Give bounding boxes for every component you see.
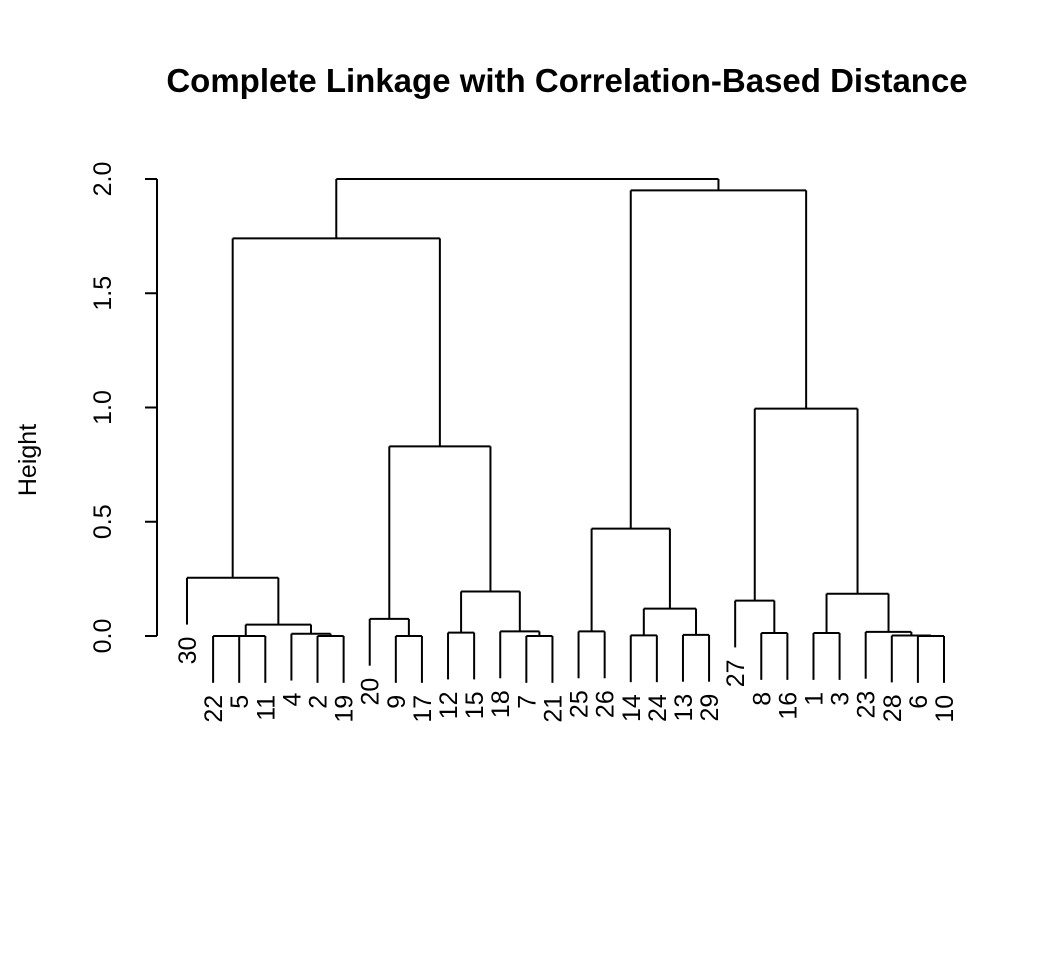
leaf-label: 27 xyxy=(722,659,750,687)
leaf-label: 5 xyxy=(226,695,254,709)
leaf-label: 12 xyxy=(435,691,463,719)
y-tick-label: 1.5 xyxy=(89,276,117,311)
leaf-label: 6 xyxy=(905,695,933,709)
leaf-label: 10 xyxy=(931,695,959,723)
y-axis: 0.0 0.5 1.0 1.5 2.0 xyxy=(89,162,158,654)
leaf-label: 15 xyxy=(461,691,489,719)
y-axis-label: Height xyxy=(14,424,42,496)
leaf-label: 24 xyxy=(644,694,672,722)
leaf-label: 11 xyxy=(252,695,280,721)
leaf-label: 3 xyxy=(827,692,855,706)
leaf-label: 20 xyxy=(357,678,385,706)
y-tick-label: 1.0 xyxy=(89,390,117,425)
leaf-label: 2 xyxy=(305,695,333,709)
leaf-label: 19 xyxy=(331,695,359,723)
y-tick-label: 0.5 xyxy=(89,504,117,539)
leaf-label: 4 xyxy=(278,692,306,706)
leaf-label: 30 xyxy=(174,637,202,665)
chart-title: Complete Linkage with Correlation-Based … xyxy=(166,62,967,99)
leaf-label: 29 xyxy=(696,694,724,722)
leaf-label: 14 xyxy=(618,694,646,722)
dendrogram-links xyxy=(186,178,945,683)
leaf-label: 23 xyxy=(853,691,881,719)
leaf-label: 1 xyxy=(800,692,828,706)
leaf-label: 21 xyxy=(539,695,567,723)
leaf-label: 25 xyxy=(566,690,594,718)
leaf-label: 8 xyxy=(748,692,776,706)
leaf-label: 28 xyxy=(879,694,907,722)
leaf-label: 18 xyxy=(487,690,515,718)
y-tick-label: 0.0 xyxy=(89,619,117,654)
leaf-label: 13 xyxy=(670,694,698,722)
leaf-label: 9 xyxy=(383,695,411,709)
leaf-label: 22 xyxy=(200,695,228,723)
y-tick-label: 2.0 xyxy=(89,162,117,197)
leaf-label: 17 xyxy=(409,695,437,723)
leaf-label: 16 xyxy=(774,692,802,720)
leaf-label: 7 xyxy=(513,695,541,709)
leaf-label: 26 xyxy=(592,690,620,718)
